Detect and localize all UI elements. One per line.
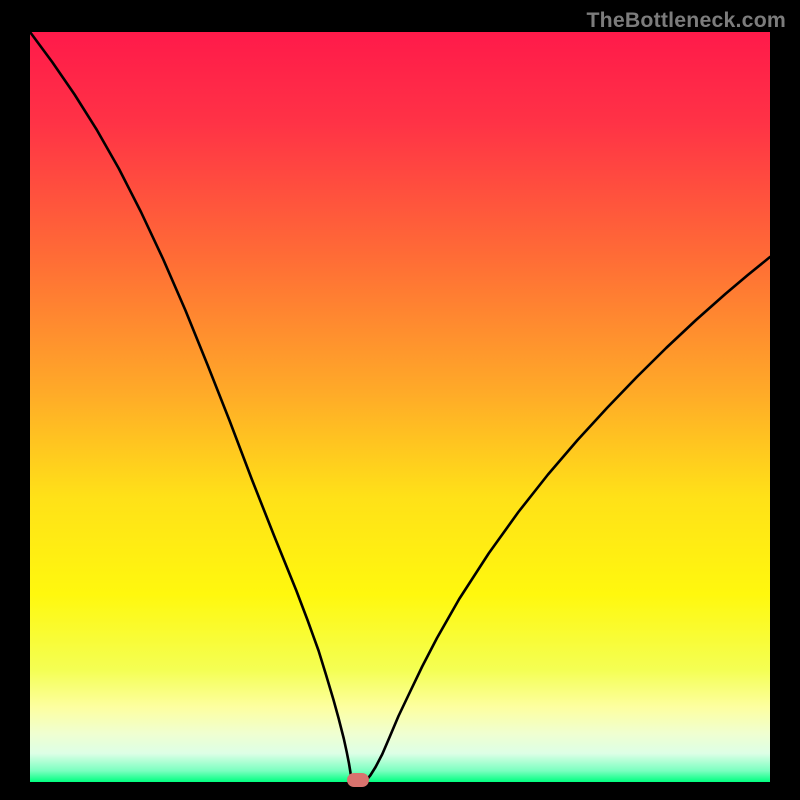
- gradient-background: [30, 32, 770, 782]
- optimum-marker: [347, 773, 369, 787]
- plot-area: [30, 32, 770, 782]
- bottleneck-chart: [30, 32, 770, 782]
- watermark-text: TheBottleneck.com: [586, 8, 786, 33]
